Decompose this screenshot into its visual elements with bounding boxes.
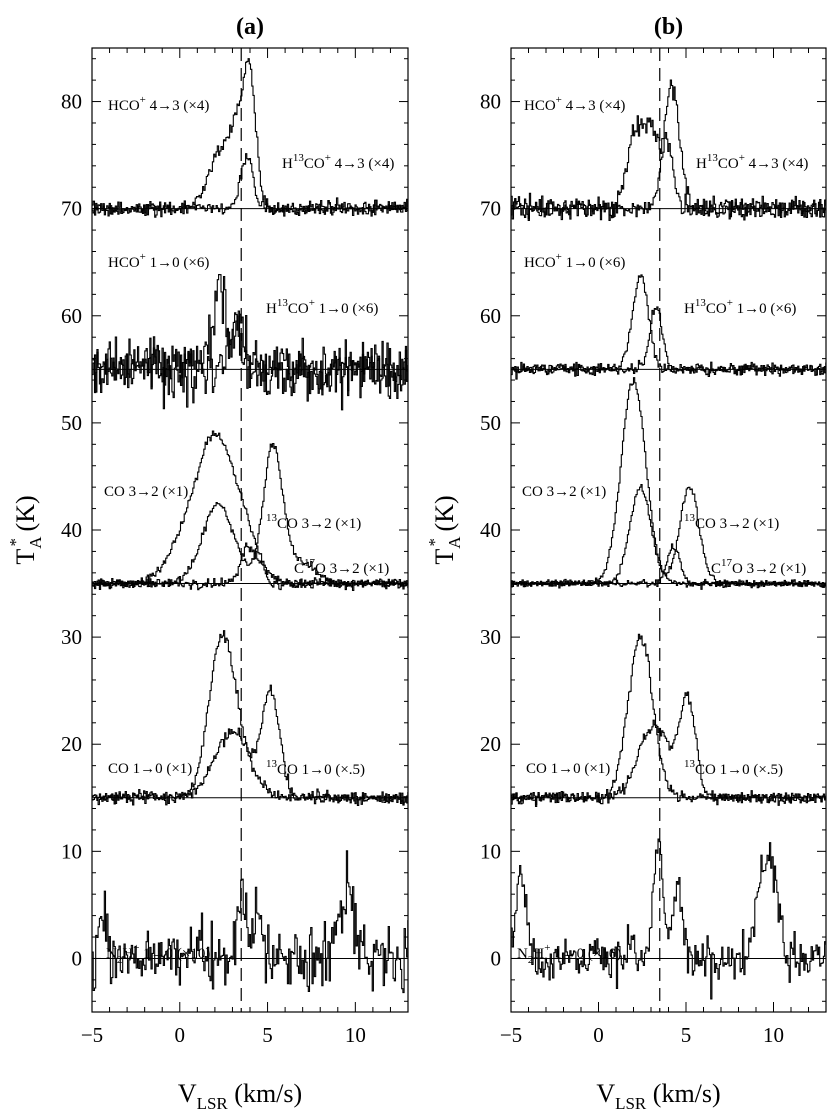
y-tick-label: 10: [480, 839, 501, 863]
y-tick-label: 0: [72, 946, 83, 970]
spectrum-line: [511, 274, 827, 377]
x-tick-label: 5: [262, 1023, 273, 1047]
y-tick-label: 40: [61, 518, 82, 542]
spectrum-line: [92, 850, 409, 994]
x-axis-label: VLSR (km/s): [178, 1079, 302, 1113]
series-label: 13CO 1→0 (×.5): [266, 758, 365, 778]
series-label: 13CO 3→2 (×1): [684, 512, 779, 532]
y-tick-label: 20: [61, 732, 82, 756]
series-label: H13CO+ 1→0 (×6): [266, 297, 378, 317]
y-tick-label: 50: [61, 411, 82, 435]
y-tick-label: 20: [480, 732, 501, 756]
spectrum-line: [511, 543, 827, 588]
spectrum-line: [511, 79, 827, 222]
y-tick-label: 30: [480, 625, 501, 649]
y-tick-label: 50: [480, 411, 501, 435]
panel-b: (b) 0 10 20 30 40 50 60 70 80 −5 0 5 10 VLSR (km/s) TA*…: [425, 14, 827, 1113]
panel-title: (b): [654, 14, 683, 40]
y-tick-label: 70: [480, 197, 501, 221]
spectrum-line: [511, 306, 827, 380]
spectrum-line: [92, 630, 409, 806]
series-label: HCO+ 4→3 (×4): [524, 94, 625, 114]
spectrum-line: [511, 838, 827, 1000]
panel-title: (a): [236, 14, 264, 40]
series-label: HCO+ 1→0 (×6): [524, 251, 625, 271]
x-tick-label: 0: [175, 1023, 186, 1047]
series-label: HCO+ 1→0 (×6): [108, 251, 209, 271]
series-label: N2H+ 1→0 (×10): [517, 942, 621, 966]
x-tick-label: 0: [593, 1023, 604, 1047]
y-tick-label: 80: [61, 90, 82, 114]
y-tick-label: 0: [491, 946, 502, 970]
series-label: CO 3→2 (×1): [104, 484, 188, 500]
panel-a: (a) 0 10 20 30 40 50 60 70 80 −5 0 5 10 VLSR (km/s) TA*…: [6, 14, 409, 1113]
x-tick-label: −5: [81, 1023, 103, 1047]
spectrum-line: [92, 684, 409, 806]
series-label: H13CO+ 4→3 (×4): [282, 152, 394, 172]
series-label: H13CO+ 4→3 (×4): [696, 152, 808, 172]
series-label: CO 3→2 (×1): [522, 484, 606, 500]
y-axis-label: TA* (K): [6, 495, 45, 564]
y-tick-label: 80: [480, 90, 501, 114]
y-tick-label: 70: [61, 197, 82, 221]
series-label: C17O 3→2 (×1): [711, 557, 806, 577]
y-tick-label: 40: [480, 518, 501, 542]
x-tick-label: −5: [500, 1023, 522, 1047]
series-label: CO 1→0 (×1): [526, 761, 610, 777]
x-tick-label: 5: [681, 1023, 692, 1047]
series-label: C17O 3→2 (×1): [294, 557, 389, 577]
spectrum-line: [511, 131, 827, 222]
series-label: N2H+ 1→0 (×10): [106, 942, 210, 966]
y-tick-label: 10: [61, 839, 82, 863]
y-tick-label: 30: [61, 625, 82, 649]
x-tick-label: 10: [763, 1023, 784, 1047]
series-label: 13CO 1→0 (×.5): [684, 758, 783, 778]
spectrum-line: [511, 633, 827, 808]
series-label: HCO+ 4→3 (×4): [108, 94, 209, 114]
x-tick-label: 10: [345, 1023, 366, 1047]
series-label: CO 1→0 (×1): [108, 761, 192, 777]
spectrum-line: [92, 153, 409, 218]
x-axis-label: VLSR (km/s): [596, 1079, 720, 1113]
series-label: 13CO 3→2 (×1): [266, 512, 361, 532]
spectrum-line: [92, 542, 409, 591]
series-label: H13CO+ 1→0 (×6): [684, 297, 796, 317]
spectrum-line: [92, 310, 409, 400]
y-tick-label: 60: [61, 304, 82, 328]
spectrum-line: [92, 58, 409, 218]
spectrum-line: [511, 691, 827, 806]
y-axis-label: TA* (K): [425, 495, 464, 564]
y-tick-label: 60: [480, 304, 501, 328]
